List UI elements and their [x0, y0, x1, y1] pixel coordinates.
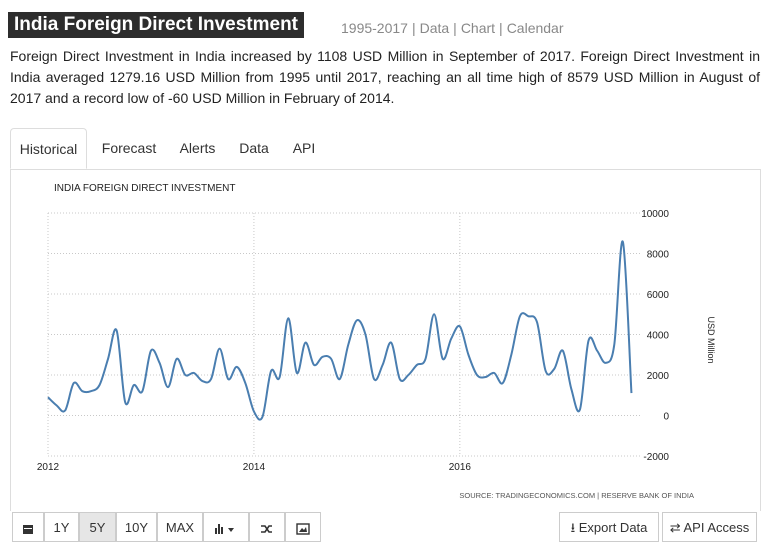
range-button[interactable]: 1Y	[44, 512, 79, 542]
calendar-button[interactable]	[12, 512, 44, 542]
header-link[interactable]: Chart	[460, 20, 496, 36]
y-axis-label: USD Million	[706, 316, 716, 363]
y-tick-label: 10000	[641, 209, 669, 220]
link-separator: |	[411, 20, 416, 36]
y-tick-label: -2000	[643, 452, 669, 463]
tab[interactable]: Historical	[10, 128, 87, 169]
chart-type-button[interactable]	[203, 512, 249, 542]
y-tick-label: 0	[663, 412, 669, 423]
tab[interactable]: API	[292, 140, 316, 156]
range-button[interactable]: 5Y	[79, 512, 116, 542]
chart: INDIA FOREIGN DIRECT INVESTMENT USD Mill…	[37, 183, 716, 500]
image-button[interactable]	[285, 512, 321, 542]
icon: ⭳	[570, 520, 579, 535]
compare-button[interactable]	[249, 512, 285, 542]
header-link[interactable]: 1995-2017	[341, 20, 408, 36]
header-links: 1995-2017 | Data | Chart | Calendar	[341, 20, 568, 36]
x-tick-label: 2016	[449, 462, 472, 473]
y-tick-label: 6000	[647, 290, 670, 301]
link-separator: |	[499, 20, 503, 36]
range-button[interactable]: 10Y	[116, 512, 157, 542]
icon	[215, 523, 234, 534]
icon	[261, 524, 272, 533]
line	[47, 240, 633, 421]
icon	[23, 524, 33, 534]
x-tick-label: 2014	[243, 462, 266, 473]
button-label: Export Data	[578, 520, 648, 535]
action-button[interactable]: ⇄ API Access	[662, 512, 757, 542]
x-tick-label: 2012	[37, 462, 60, 473]
chart-title: INDIA FOREIGN DIRECT INVESTMENT	[54, 183, 236, 194]
chart-panel: INDIA FOREIGN DIRECT INVESTMENT USD Mill…	[10, 169, 761, 511]
tab[interactable]: Alerts	[179, 140, 216, 156]
y-tick-label: 2000	[647, 371, 670, 382]
page-title: India Foreign Direct Investment	[8, 12, 304, 38]
y-tick-label: 8000	[647, 250, 670, 261]
range-button[interactable]: MAX	[157, 512, 203, 542]
source: SOURCE: TRADINGECONOMICS.COM | RESERVE B…	[459, 491, 694, 500]
tab[interactable]: Forecast	[101, 140, 157, 156]
description: Foreign Direct Investment in India incre…	[10, 48, 760, 106]
button-label: API Access	[683, 520, 750, 535]
tab[interactable]: Data	[239, 140, 269, 156]
header-link[interactable]: Data	[419, 20, 450, 36]
icon	[296, 522, 310, 535]
icon: ⇄	[669, 520, 684, 535]
y-tick-label: 4000	[647, 331, 670, 342]
header-link[interactable]: Calendar	[506, 20, 564, 36]
link-separator: |	[453, 20, 457, 36]
action-button[interactable]: ⭳ Export Data	[559, 512, 659, 542]
